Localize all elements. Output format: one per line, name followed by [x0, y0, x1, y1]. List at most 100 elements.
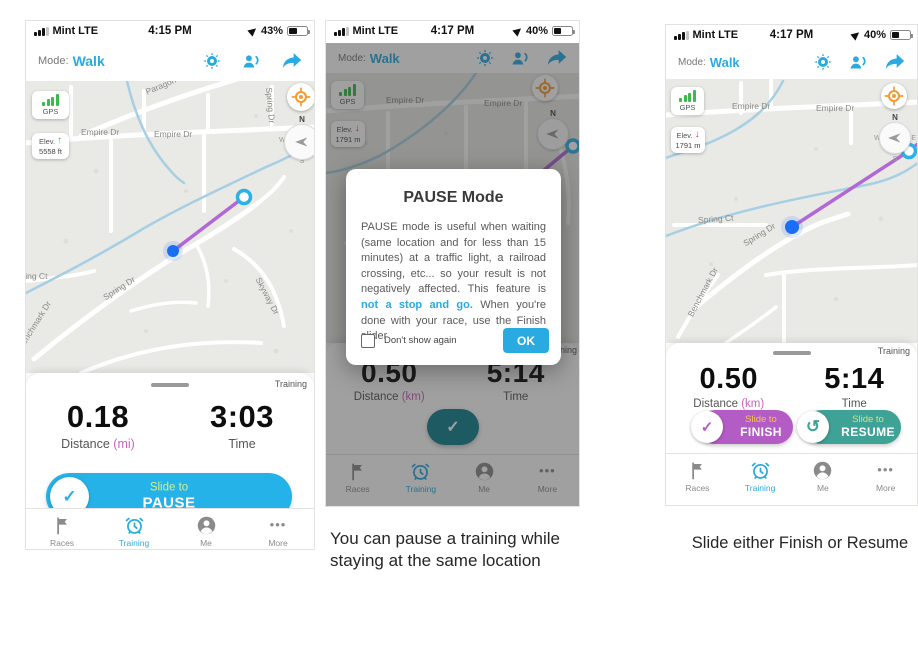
app-header: Mode: Walk: [26, 45, 314, 77]
share-arrow-icon[interactable]: [282, 51, 302, 71]
carrier-label: Mint LTE: [52, 25, 99, 37]
dialog-body-emphasis: not a stop and go.: [361, 299, 473, 312]
finish-slider-thumb[interactable]: ✓: [691, 411, 723, 443]
battery-icon: [287, 26, 310, 36]
elevation-badge[interactable]: Elev. ↓ 1791 m: [671, 127, 705, 153]
alarm-clock-icon: [410, 460, 431, 482]
distance-stat: 0.18 Distance (mi): [26, 399, 170, 451]
settings-gear-icon[interactable]: [813, 52, 833, 72]
tab-training[interactable]: Training: [389, 455, 452, 506]
dialog-title: PAUSE Mode: [403, 189, 504, 206]
tab-races[interactable]: Races: [666, 454, 729, 505]
clock-label: 4:17 PM: [769, 29, 814, 41]
mode-value[interactable]: Walk: [72, 53, 105, 69]
carrier-label: Mint LTE: [352, 25, 399, 37]
dont-show-again-label: Don't show again: [384, 335, 457, 346]
mode-value[interactable]: Walk: [369, 50, 400, 66]
time-value: 3:03: [209, 399, 275, 434]
settings-gear-icon[interactable]: [475, 48, 495, 68]
mode-value[interactable]: Walk: [709, 54, 740, 70]
elevation-down-icon: ↓: [354, 123, 360, 134]
elevation-value: 1791 m: [335, 135, 361, 144]
map-view[interactable]: Paragon Dr Empire Dr Empire Dr Spring Dr…: [26, 81, 314, 373]
tab-more[interactable]: ••• More: [242, 509, 314, 549]
tab-training[interactable]: Training: [729, 454, 792, 505]
tab-races[interactable]: Races: [326, 455, 389, 506]
locate-me-button[interactable]: [287, 83, 314, 111]
gps-signal-badge[interactable]: GPS: [671, 87, 704, 115]
carrier-label: Mint LTE: [692, 29, 739, 41]
gps-signal-badge[interactable]: GPS: [32, 91, 69, 119]
locate-me-button[interactable]: [532, 75, 558, 101]
elevation-badge[interactable]: Elev. ↑ 5558 ft: [32, 133, 69, 159]
training-panel: Training 0.18 Distance (mi) 3:03 Time ✓ …: [26, 373, 314, 520]
ok-button[interactable]: OK: [503, 328, 549, 353]
check-icon: ✓: [62, 486, 77, 506]
stats-row: 0.18 Distance (mi) 3:03 Time: [26, 399, 314, 451]
map-view[interactable]: Empire Dr Empire Dr Spring Ct Spring Dr …: [666, 79, 917, 343]
pause-active-button[interactable]: ✓: [427, 409, 479, 445]
drag-handle[interactable]: [151, 383, 189, 387]
pause-mode-dialog: PAUSE Mode PAUSE mode is useful when wai…: [346, 169, 561, 365]
street-label: Empire Dr: [816, 103, 855, 113]
more-dots-icon: •••: [539, 463, 556, 478]
compass-widget[interactable]: N W E S: [279, 115, 314, 165]
distance-stat: 0.50 Distance (km): [666, 363, 792, 410]
time-stat: 3:03 Time: [170, 399, 314, 451]
compass-widget[interactable]: N W E S: [874, 113, 916, 163]
share-arrow-icon[interactable]: [885, 52, 905, 72]
more-dots-icon: •••: [877, 462, 894, 477]
distance-stat: 0.50 Distance (km): [326, 357, 453, 403]
voice-coach-icon[interactable]: [242, 51, 262, 71]
compass-needle-icon: [284, 124, 314, 160]
route-start-marker: [565, 138, 579, 154]
clock-label: 4:15 PM: [148, 25, 192, 37]
compass-needle-icon: [537, 118, 569, 150]
settings-gear-icon[interactable]: [202, 51, 222, 71]
battery-percent: 40%: [525, 25, 548, 37]
tab-me[interactable]: Me: [170, 509, 242, 549]
app-header: Mode: Walk: [666, 47, 917, 77]
distance-unit: (mi): [113, 437, 135, 451]
distance-unit: (km): [401, 391, 425, 403]
elevation-badge[interactable]: Elev. ↓ 1791 m: [331, 121, 365, 147]
voice-coach-icon[interactable]: [511, 48, 531, 68]
status-bar: Mint LTE 4:17 PM 40%: [666, 25, 917, 47]
alarm-clock-icon: [124, 514, 145, 536]
mode-label: Mode:: [678, 56, 706, 68]
history-icon[interactable]: ↺: [797, 411, 829, 443]
person-icon: [812, 459, 833, 481]
share-arrow-icon[interactable]: [547, 48, 567, 68]
locate-me-button[interactable]: [881, 83, 907, 109]
slide-to-finish-slider[interactable]: ✓ Slide to FINISH: [691, 410, 793, 444]
phone1-screenshot: Mint LTE 4:15 PM 43% Mode: Walk: [25, 20, 315, 550]
phone2-screenshot: Mint LTE 4:17 PM 40% Mode: Walk: [325, 20, 580, 507]
app-header: Mode: Walk: [326, 43, 579, 73]
distance-value: 0.50: [699, 363, 758, 395]
time-value: 5:14: [824, 363, 885, 395]
street-label: Spring Ct: [26, 271, 48, 281]
caption-slide: Slide either Finish or Resume: [691, 534, 909, 552]
compass-widget[interactable]: N: [532, 109, 574, 159]
alarm-clock-icon: [750, 459, 771, 481]
distance-unit: (km): [741, 398, 765, 410]
battery-icon: [552, 26, 575, 36]
session-type-label: Training: [877, 346, 910, 356]
gps-signal-badge[interactable]: GPS: [331, 81, 364, 109]
check-icon: ✓: [700, 419, 714, 436]
signal-bars-icon: [34, 26, 49, 36]
tab-races[interactable]: Races: [26, 509, 98, 549]
dont-show-again-checkbox[interactable]: [361, 333, 375, 348]
elevation-up-icon: ↑: [57, 135, 63, 146]
person-icon: [474, 460, 495, 482]
tab-training[interactable]: Training: [98, 509, 170, 549]
slide-to-resume-slider[interactable]: ↺ Slide to RESUME: [797, 410, 901, 444]
street-label: Empire Dr: [154, 129, 193, 139]
tab-more[interactable]: ••• More: [516, 455, 579, 506]
tab-more[interactable]: ••• More: [854, 454, 917, 505]
voice-coach-icon[interactable]: [849, 52, 869, 72]
clock-label: 4:17 PM: [430, 25, 475, 37]
tab-me[interactable]: Me: [453, 455, 516, 506]
tab-me[interactable]: Me: [792, 454, 855, 505]
drag-handle[interactable]: [772, 351, 811, 355]
